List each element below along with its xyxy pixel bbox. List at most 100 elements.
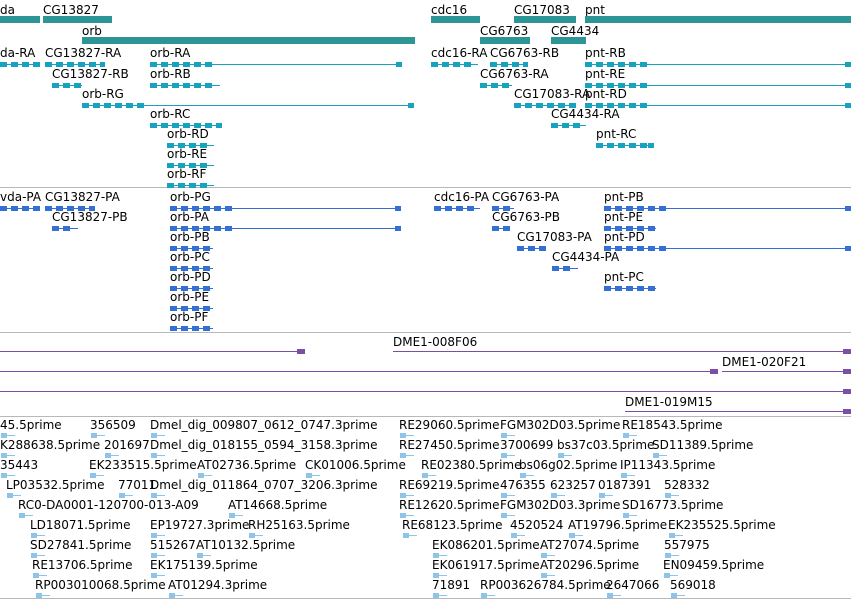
protein-exon[interactable] bbox=[181, 246, 188, 251]
transcript-exon[interactable] bbox=[22, 62, 29, 67]
protein-exon[interactable] bbox=[192, 286, 199, 291]
protein-exon[interactable] bbox=[214, 206, 221, 211]
protein-exon[interactable] bbox=[615, 206, 622, 211]
transcript-label[interactable]: orb-RC bbox=[150, 107, 191, 121]
est-line[interactable] bbox=[501, 515, 515, 516]
protein-exon[interactable] bbox=[492, 206, 499, 211]
transcript-label[interactable]: CG6763-RB bbox=[490, 46, 560, 60]
transcript-exon[interactable] bbox=[629, 83, 636, 88]
protein-exon[interactable] bbox=[181, 266, 188, 271]
transcript-label[interactable]: CG17083-RA bbox=[514, 87, 591, 101]
est-line[interactable] bbox=[511, 535, 525, 536]
est-line[interactable] bbox=[403, 535, 417, 536]
transcript-exon[interactable] bbox=[558, 103, 565, 108]
transcript-exon[interactable] bbox=[100, 62, 105, 67]
est-line[interactable] bbox=[90, 475, 104, 476]
transcript-exon[interactable] bbox=[501, 62, 508, 67]
protein-exon[interactable] bbox=[615, 286, 622, 291]
protein-intron-line[interactable] bbox=[170, 208, 401, 209]
protein-exon[interactable] bbox=[604, 226, 611, 231]
est-label[interactable]: FGM302D03.3prime bbox=[500, 498, 621, 512]
est-label[interactable]: FGM302D03.5prime bbox=[500, 418, 621, 432]
est-line[interactable] bbox=[31, 555, 45, 556]
protein-exon[interactable] bbox=[604, 286, 611, 291]
protein-exon[interactable] bbox=[22, 206, 29, 211]
est-line[interactable] bbox=[169, 595, 183, 596]
protein-exon[interactable] bbox=[225, 206, 232, 211]
transcript-label[interactable]: da-RA bbox=[0, 46, 36, 60]
est-label[interactable]: 35443 bbox=[0, 458, 39, 472]
protein-exon[interactable] bbox=[203, 286, 210, 291]
est-line[interactable] bbox=[621, 475, 635, 476]
gene-label[interactable]: CG17083 bbox=[514, 3, 570, 17]
transcript-exon[interactable] bbox=[189, 183, 196, 188]
protein-label[interactable]: CG4434-PA bbox=[552, 250, 620, 264]
clone-label[interactable]: DME1-019M15 bbox=[625, 395, 713, 409]
protein-label[interactable]: orb-PA bbox=[170, 210, 209, 224]
est-line[interactable] bbox=[151, 575, 165, 576]
protein-label[interactable]: orb-PD bbox=[170, 270, 211, 284]
transcript-exon[interactable] bbox=[629, 143, 636, 148]
protein-exon[interactable] bbox=[192, 306, 199, 311]
protein-exon[interactable] bbox=[89, 206, 95, 211]
transcript-exon[interactable] bbox=[161, 62, 168, 67]
transcript-exon[interactable] bbox=[167, 143, 174, 148]
est-line[interactable] bbox=[558, 455, 572, 456]
est-label[interactable]: RC0-DA0001-120700-013-A09 bbox=[18, 498, 199, 512]
est-line[interactable] bbox=[151, 455, 165, 456]
est-line[interactable] bbox=[306, 475, 320, 476]
est-line[interactable] bbox=[623, 515, 637, 516]
protein-label[interactable]: vda-PA bbox=[0, 190, 42, 204]
transcript-exon[interactable] bbox=[183, 83, 190, 88]
est-label[interactable]: 71891 bbox=[432, 578, 471, 592]
protein-label[interactable]: CG13827-PB bbox=[52, 210, 128, 224]
est-line[interactable] bbox=[665, 555, 679, 556]
transcript-label[interactable]: pnt-RE bbox=[585, 67, 626, 81]
protein-exon[interactable] bbox=[503, 226, 510, 231]
protein-intron-line[interactable] bbox=[170, 248, 213, 249]
transcript-exon[interactable] bbox=[11, 62, 18, 67]
protein-exon[interactable] bbox=[192, 206, 199, 211]
transcript-exon[interactable] bbox=[547, 103, 554, 108]
est-line[interactable] bbox=[551, 495, 565, 496]
est-line[interactable] bbox=[501, 495, 515, 496]
protein-exon[interactable] bbox=[170, 246, 177, 251]
transcript-exon[interactable] bbox=[618, 83, 625, 88]
transcript-exon[interactable] bbox=[408, 103, 414, 108]
clone-line[interactable] bbox=[0, 351, 305, 352]
gene-bar[interactable] bbox=[82, 37, 415, 44]
protein-exon[interactable] bbox=[604, 246, 611, 251]
gene-label[interactable]: orb bbox=[82, 24, 102, 38]
transcript-exon[interactable] bbox=[137, 103, 144, 108]
est-label[interactable]: 476355 bbox=[500, 478, 546, 492]
clone-end[interactable] bbox=[843, 389, 851, 394]
est-label[interactable]: RE68123.5prime bbox=[402, 518, 503, 532]
transcript-exon[interactable] bbox=[629, 103, 636, 108]
est-label[interactable]: 45.5prime bbox=[0, 418, 62, 432]
est-label[interactable]: EK061917.5prime bbox=[432, 558, 540, 572]
protein-exon[interactable] bbox=[648, 286, 655, 291]
transcript-exon[interactable] bbox=[115, 103, 122, 108]
protein-exon[interactable] bbox=[181, 306, 188, 311]
protein-exon[interactable] bbox=[170, 326, 177, 331]
protein-exon[interactable] bbox=[67, 206, 74, 211]
transcript-exon[interactable] bbox=[585, 62, 592, 67]
est-line[interactable] bbox=[151, 435, 165, 436]
est-line[interactable] bbox=[400, 495, 414, 496]
transcript-exon[interactable] bbox=[126, 103, 133, 108]
transcript-exon[interactable] bbox=[150, 123, 157, 128]
protein-exon[interactable] bbox=[637, 226, 644, 231]
clone-line[interactable] bbox=[393, 351, 851, 352]
protein-label[interactable]: orb-PC bbox=[170, 250, 210, 264]
transcript-exon[interactable] bbox=[74, 83, 81, 88]
transcript-exon[interactable] bbox=[52, 83, 59, 88]
transcript-label[interactable]: CG6763-RA bbox=[480, 67, 549, 81]
protein-exon[interactable] bbox=[203, 326, 210, 331]
est-label[interactable]: 515267 bbox=[150, 538, 196, 552]
est-label[interactable]: bs06g02.5prime bbox=[519, 458, 618, 472]
est-label[interactable]: 569018 bbox=[670, 578, 716, 592]
transcript-exon[interactable] bbox=[453, 62, 460, 67]
transcript-exon[interactable] bbox=[205, 83, 212, 88]
est-line[interactable] bbox=[7, 495, 21, 496]
gene-label[interactable]: pnt bbox=[585, 3, 605, 17]
